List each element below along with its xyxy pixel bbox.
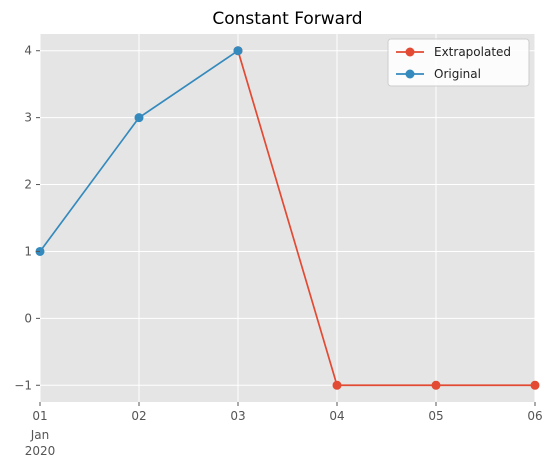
x-tick-label: 05 [428, 409, 443, 423]
y-tick-label: 4 [24, 44, 32, 58]
x-tick-sublabel: Jan [30, 428, 50, 442]
legend-label: Extrapolated [434, 45, 511, 59]
legend-marker [405, 69, 415, 79]
data-point [134, 113, 144, 123]
y-tick-label: 3 [24, 111, 32, 125]
legend-marker [405, 47, 415, 57]
x-tick-label: 06 [527, 409, 542, 423]
series-layer [35, 46, 540, 390]
y-tick-label: 1 [24, 244, 32, 258]
y-tick-label: 2 [24, 178, 32, 192]
x-tick-label: 04 [329, 409, 344, 423]
data-point [332, 380, 342, 390]
legend: Extrapolated Original [387, 38, 530, 87]
grid [39, 34, 536, 402]
legend-label: Original [434, 67, 481, 81]
x-tick-sublabel: 2020 [25, 444, 56, 458]
data-point [233, 46, 243, 56]
y-tick-label: −1 [14, 378, 32, 392]
series-line [237, 50, 535, 387]
chart-title: Constant Forward [212, 9, 362, 29]
x-tick-label: 02 [131, 409, 146, 423]
y-tick-label: 0 [24, 311, 32, 325]
data-point [431, 380, 441, 390]
data-point [530, 380, 540, 390]
x-tick-label: 01 [32, 409, 47, 423]
x-tick-label: 03 [230, 409, 245, 423]
